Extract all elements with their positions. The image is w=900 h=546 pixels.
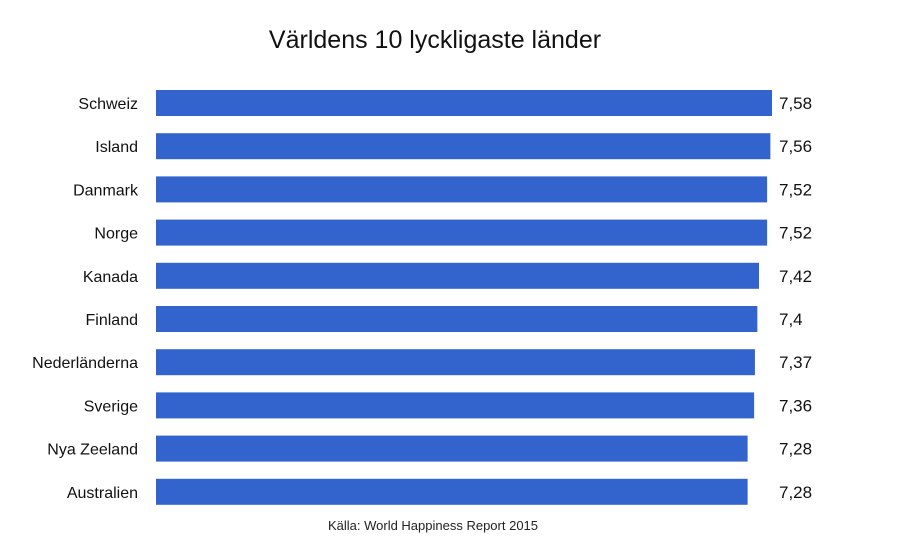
value-label-2: 7,52 (779, 180, 812, 199)
value-label-5: 7,4 (779, 310, 803, 329)
value-label-1: 7,56 (779, 137, 812, 156)
bar-9 (156, 478, 748, 505)
category-label-2: Danmark (73, 182, 139, 199)
value-label-6: 7,37 (779, 353, 812, 372)
bar-2 (156, 176, 768, 203)
category-label-4: Kanada (83, 269, 138, 286)
bars-layer (156, 90, 772, 505)
category-label-8: Nya Zeeland (47, 442, 138, 459)
bar-0 (156, 90, 772, 116)
bar-1 (156, 133, 771, 160)
category-label-6: Nederländerna (32, 355, 138, 372)
category-label-0: Schweiz (78, 96, 138, 113)
category-label-9: Australien (67, 485, 138, 502)
bar-4 (156, 262, 759, 289)
value-label-3: 7,52 (779, 224, 812, 243)
category-labels: Schweiz Island Danmark Norge Kanada Finland Ne… (32, 96, 139, 502)
bar-8 (156, 435, 748, 462)
value-labels: 7,58 7,56 7,52 7,52 7,42 7,4 7,37 7,36 7,28 7,28 (779, 94, 812, 502)
source-note: Källa: World Happiness Report 2015 (327, 518, 539, 533)
value-label-9: 7,28 (779, 483, 812, 502)
bar-5 (156, 306, 758, 332)
value-label-4: 7,42 (779, 267, 812, 286)
chart-title: Världens 10 lyckligaste länder (268, 26, 602, 54)
bar-6 (156, 349, 755, 376)
category-label-7: Sverige (84, 398, 138, 415)
value-label-7: 7,36 (779, 396, 812, 415)
value-label-8: 7,28 (779, 440, 812, 459)
value-label-0: 7,58 (779, 94, 812, 113)
bar-7 (156, 392, 755, 419)
category-label-1: Island (95, 139, 138, 156)
bar-3 (156, 219, 768, 246)
category-label-3: Norge (94, 226, 138, 243)
category-label-5: Finland (86, 312, 138, 329)
